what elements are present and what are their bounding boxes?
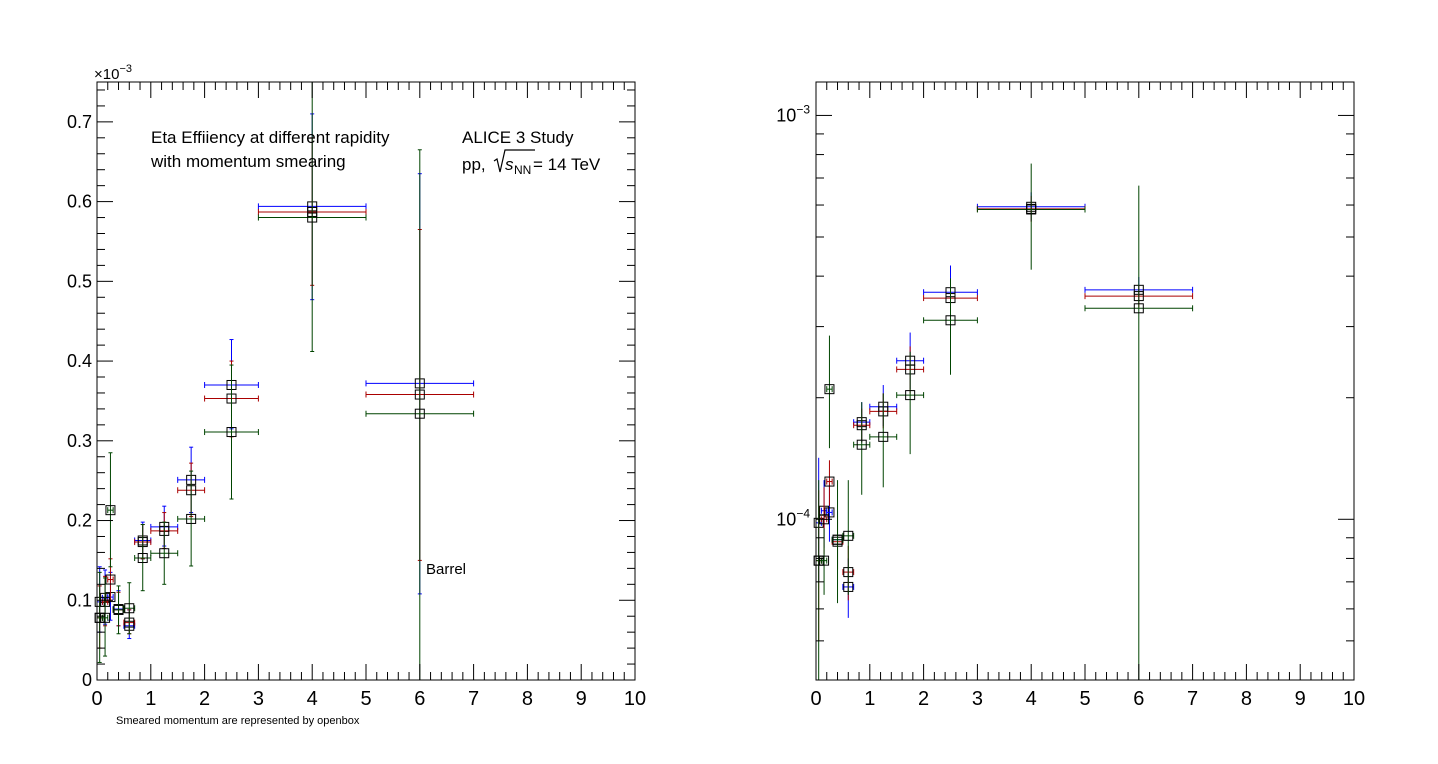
left-x-tick-label: 9 bbox=[576, 688, 587, 710]
left-x-tick-label: 5 bbox=[360, 688, 371, 710]
right-x-tick-label: 9 bbox=[1295, 688, 1306, 710]
left-x-tick-label: 7 bbox=[468, 688, 479, 710]
data-point-marker bbox=[137, 553, 148, 564]
right-y-tick-label: 10−3 bbox=[776, 102, 810, 125]
data-point-marker bbox=[226, 427, 237, 438]
svg-text:pp,: pp, bbox=[462, 155, 486, 174]
left-x-tick-label: 6 bbox=[414, 688, 425, 710]
data-point-marker bbox=[100, 612, 111, 623]
right-x-tick-label: 2 bbox=[918, 688, 929, 710]
right-y-tick-label: 10−4 bbox=[776, 506, 810, 529]
right-x-tick-label: 4 bbox=[1026, 688, 1037, 710]
data-point-marker bbox=[113, 604, 124, 615]
left-series-0 bbox=[94, 113, 475, 640]
data-point-marker bbox=[159, 548, 170, 559]
left-y-tick-label: 0.6 bbox=[67, 192, 92, 212]
right-x-tick-label: 8 bbox=[1241, 688, 1252, 710]
right-plot-frame bbox=[815, 81, 1355, 681]
left-x-tick-label: 2 bbox=[199, 688, 210, 710]
right-series-2 bbox=[813, 163, 1194, 680]
left-y-tick-label: 0 bbox=[82, 670, 92, 690]
left-exponent-label: ×10−3 bbox=[94, 63, 132, 83]
right-x-tick-label: 6 bbox=[1133, 688, 1144, 710]
right-x-tick-label: 7 bbox=[1187, 688, 1198, 710]
svg-text:NN: NN bbox=[514, 163, 531, 177]
left-axes: 0 1 2 3 4 5 6 7 8 9 10 0 0.1 0.2 0.3 0.4 0.5 0.6 0.7 bbox=[67, 82, 646, 710]
annotation-footnote: Smeared momentum are represented by open… bbox=[116, 715, 360, 727]
data-point-marker bbox=[1026, 204, 1037, 215]
data-point-marker bbox=[878, 431, 889, 442]
right-x-tick-label: 1 bbox=[864, 688, 875, 710]
left-x-tick-label: 10 bbox=[624, 688, 646, 710]
data-point-marker bbox=[856, 439, 867, 450]
annotation-title-line1: Eta Effiiency at different rapidity bbox=[151, 128, 390, 147]
left-x-tick-label: 8 bbox=[522, 688, 533, 710]
right-x-tick-label: 3 bbox=[972, 688, 983, 710]
left-y-tick-label: 0.5 bbox=[67, 271, 92, 291]
data-point-marker bbox=[819, 555, 830, 566]
right-x-tick-label: 5 bbox=[1079, 688, 1090, 710]
data-point-marker bbox=[824, 476, 835, 487]
data-point-marker bbox=[124, 603, 135, 614]
annotation-title-line2: with momentum smearing bbox=[150, 152, 346, 171]
right-data-marks bbox=[813, 163, 1194, 680]
annotation-system-energy: pp, s NN = 14 TeV bbox=[462, 149, 601, 177]
svg-text:= 14 TeV: = 14 TeV bbox=[533, 155, 601, 174]
left-y-tick-label: 0.4 bbox=[67, 351, 92, 371]
left-y-tick-label: 0.2 bbox=[67, 511, 92, 531]
data-point-marker bbox=[1133, 303, 1144, 314]
annotation-study: ALICE 3 Study bbox=[462, 128, 574, 147]
data-point-marker bbox=[105, 574, 116, 585]
left-series-2 bbox=[94, 81, 475, 681]
data-point-marker bbox=[824, 384, 835, 395]
left-y-tick-label: 0.1 bbox=[67, 590, 92, 610]
left-data-marks bbox=[94, 81, 475, 681]
left-x-tick-label: 1 bbox=[145, 688, 156, 710]
data-point-marker bbox=[307, 212, 318, 223]
right-axes: 0 1 2 3 4 5 6 7 8 9 10 10−4 10−3 bbox=[776, 82, 1365, 710]
right-x-tick-label: 0 bbox=[810, 688, 821, 710]
left-chart-panel: 0 1 2 3 4 5 6 7 8 9 10 0 0.1 0.2 0.3 0.4 0.5 0.6 0.7 ×10−3… bbox=[67, 63, 646, 727]
sqrt-sign-icon bbox=[493, 149, 535, 173]
data-point-marker bbox=[843, 530, 854, 541]
left-y-tick-label: 0.3 bbox=[67, 431, 92, 451]
annotation-region: Barrel bbox=[426, 561, 466, 578]
data-point-marker bbox=[832, 534, 843, 545]
data-point-marker bbox=[905, 390, 916, 401]
left-y-tick-label: 0.7 bbox=[67, 112, 92, 132]
data-point-marker bbox=[414, 408, 425, 419]
data-point-marker bbox=[824, 507, 835, 518]
left-x-tick-label: 4 bbox=[307, 688, 318, 710]
data-point-marker bbox=[105, 505, 116, 516]
right-chart-panel: 0 1 2 3 4 5 6 7 8 9 10 10−4 10−3 bbox=[776, 81, 1365, 710]
left-x-tick-label: 0 bbox=[91, 688, 102, 710]
left-x-tick-label: 3 bbox=[253, 688, 264, 710]
svg-text:s: s bbox=[505, 155, 514, 174]
right-series-1 bbox=[813, 195, 1194, 641]
right-series-0 bbox=[813, 192, 1194, 618]
left-series-1 bbox=[94, 137, 475, 649]
right-x-tick-label: 10 bbox=[1343, 688, 1365, 710]
data-point-marker bbox=[186, 513, 197, 524]
data-point-marker bbox=[945, 315, 956, 326]
